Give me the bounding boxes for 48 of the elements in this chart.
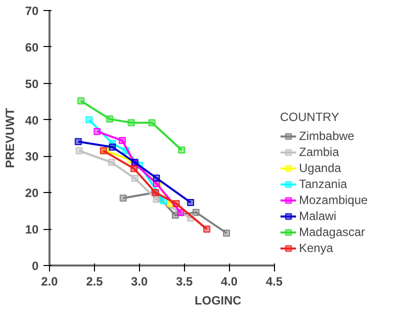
y-axis-title: PREVUWT xyxy=(3,107,18,168)
point xyxy=(223,230,230,237)
x-tick-label: 3.5 xyxy=(176,274,193,288)
y-tick-label: 0 xyxy=(32,259,39,273)
x-tick-label: 2.0 xyxy=(41,274,58,288)
point xyxy=(148,119,156,126)
y-tick-label: 30 xyxy=(25,150,39,164)
y-tick-label: 60 xyxy=(25,40,39,54)
point xyxy=(177,209,184,216)
y-tick-label: 20 xyxy=(25,186,39,200)
x-tick-label: 3.0 xyxy=(131,274,148,288)
x-tick-label: 2.5 xyxy=(86,274,104,288)
y-tick-label: 10 xyxy=(25,222,39,237)
point xyxy=(108,144,116,151)
legend-label: Kenya xyxy=(299,241,334,255)
point xyxy=(94,128,101,135)
legend-title: COUNTRY xyxy=(280,110,340,124)
legend-label: Madagascar xyxy=(299,225,366,239)
point xyxy=(76,147,83,154)
point xyxy=(74,138,82,146)
point xyxy=(152,196,160,203)
point xyxy=(118,137,126,144)
point xyxy=(77,97,84,104)
x-axis-title: LOGINC xyxy=(194,294,242,308)
point xyxy=(86,116,93,124)
legend-label: Malawi xyxy=(299,209,336,223)
point xyxy=(130,165,138,172)
point xyxy=(152,174,160,182)
point xyxy=(172,200,180,208)
point xyxy=(120,194,127,202)
legend-label: Zambia xyxy=(299,145,340,159)
y-tick-label: 50 xyxy=(25,76,39,91)
point xyxy=(203,226,210,233)
point xyxy=(108,158,116,166)
point xyxy=(128,119,135,126)
legend-label: Tanzania xyxy=(299,177,348,191)
legend-label: Uganda xyxy=(299,161,342,175)
point xyxy=(187,198,194,206)
legend-label: Mozambique xyxy=(299,193,368,207)
point xyxy=(192,208,200,216)
point xyxy=(106,116,114,123)
x-tick-label: 4.0 xyxy=(220,274,238,288)
point xyxy=(131,174,138,182)
x-tick-label: 4.5 xyxy=(266,274,283,288)
legend-label: Zimbabwe xyxy=(299,129,354,143)
y-tick-label: 70 xyxy=(25,4,39,18)
point xyxy=(178,146,186,154)
y-tick-label: 40 xyxy=(25,113,39,128)
